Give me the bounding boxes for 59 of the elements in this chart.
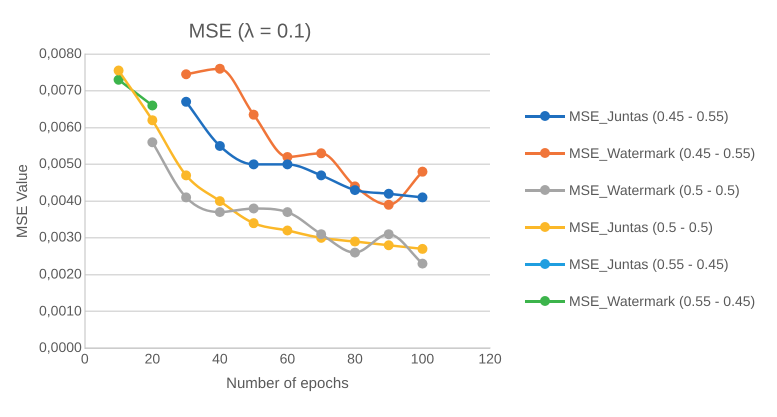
point [147,137,158,148]
y-tick-label: 0,0060 [38,118,82,134]
point [214,207,225,218]
point [248,159,259,170]
legend-label: MSE_Juntas (0.45 - 0.55) [569,106,729,126]
y-tick-label: 0,0070 [38,82,82,98]
point [147,100,158,110]
x-tick-label: 20 [144,350,160,366]
point [114,66,124,76]
legend-label: MSE_Watermark (0.55 - 0.45) [569,292,756,310]
point [147,115,158,126]
y-tick-label: 0,0050 [38,155,82,172]
point [350,185,360,196]
point [384,229,394,240]
y-tick-label: 0,0000 [38,339,82,356]
point [417,244,428,254]
point [181,170,192,180]
point [384,200,394,210]
y-tick-label: 0,0010 [38,302,82,318]
point [384,188,394,199]
legend-label: MSE_Watermark (0.45 - 0.55) [569,144,756,162]
y-tick-label: 0,0040 [38,192,82,208]
x-tick-label: 60 [280,350,296,366]
y-axis-title: MSE Value [14,164,32,238]
point [248,203,259,214]
point [417,258,428,269]
point [316,148,326,158]
x-tick-label: 80 [347,350,363,366]
point [350,248,360,258]
x-axis-title: Number of epochs [226,375,349,392]
x-tick-label: 40 [212,350,228,366]
point [214,196,225,206]
y-tick-label: 0,0020 [38,266,82,282]
point [214,64,225,74]
point [384,240,394,250]
legend-label: MSE_Juntas (0.55 - 0.45) [569,254,729,274]
x-tick-label: 120 [478,350,502,366]
x-tick-label: 0 [80,350,89,366]
point [316,229,326,240]
legend-label: MSE_Watermark (0.5 - 0.5) [569,180,740,200]
y-tick-label: 0,0030 [38,228,82,245]
point [417,192,428,202]
legend-label: MSE_Juntas (0.5 - 0.5) [569,218,713,236]
y-tick-label: 0,0080 [38,44,82,61]
point [114,74,124,85]
point [282,207,292,218]
x-tick-label: 100 [410,350,434,366]
point [214,140,225,151]
point [248,110,259,120]
point [417,166,428,177]
point [248,218,259,228]
point [282,159,292,170]
point [316,170,326,180]
chart-title: MSE (λ = 0.1) [188,20,312,43]
point [181,192,192,202]
point [282,226,292,236]
point [181,69,192,80]
point [181,96,192,107]
point [350,236,360,247]
